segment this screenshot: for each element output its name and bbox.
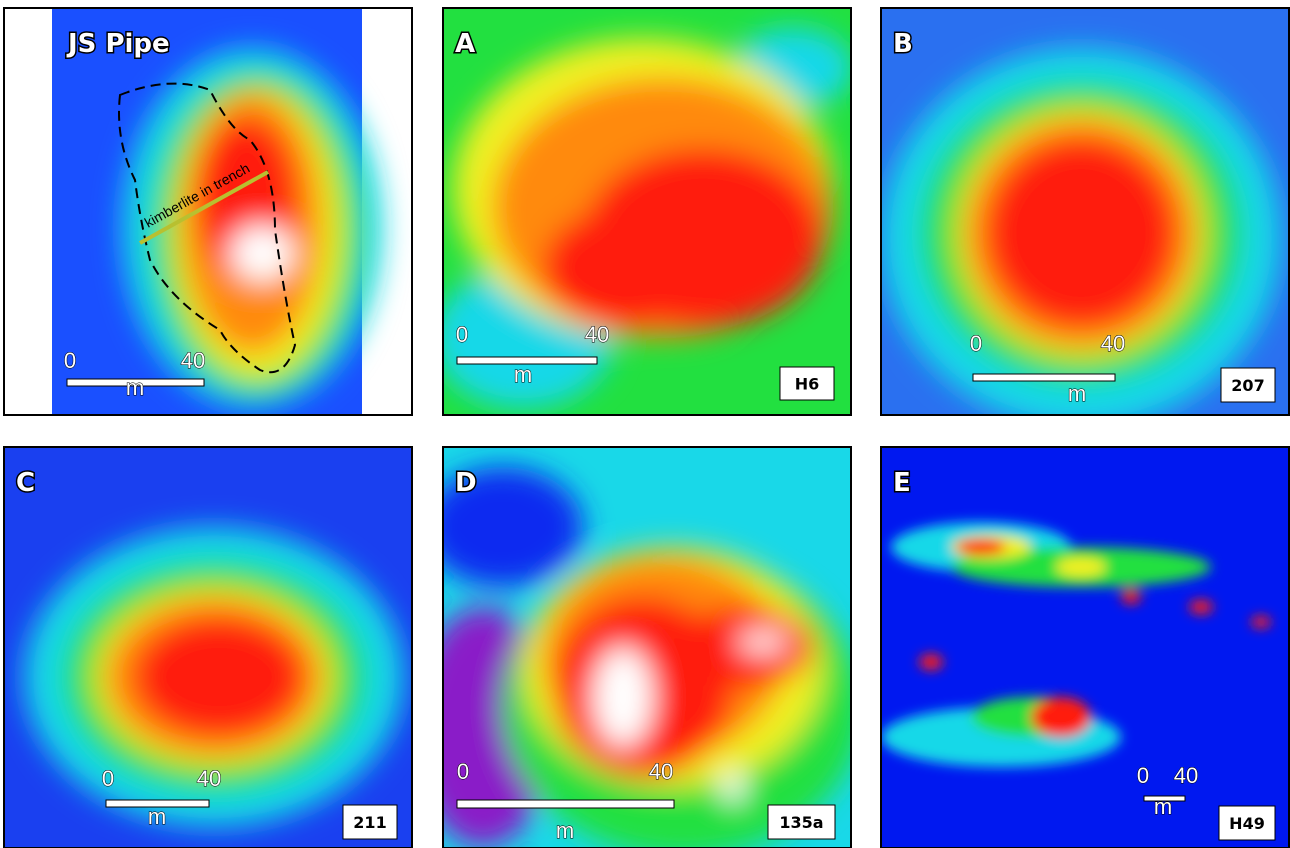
id-label: 211	[353, 813, 386, 832]
panel: B 0 40 m 207	[881, 8, 1289, 428]
blob	[738, 632, 788, 652]
blob	[721, 772, 745, 802]
scale-end: 40	[181, 348, 205, 373]
scale-unit: m	[514, 362, 532, 387]
heatmap	[52, 8, 382, 415]
panel-label: C	[16, 468, 35, 498]
blob	[919, 654, 943, 670]
scale-unit: m	[1154, 794, 1172, 819]
blob	[956, 539, 1006, 555]
scale-start: 0	[457, 759, 469, 784]
panel-label: D	[455, 468, 477, 498]
heatmap-bg	[881, 447, 1289, 848]
panel-label: A	[455, 29, 475, 59]
blob	[543, 208, 703, 328]
scale-unit: m	[126, 375, 144, 400]
scale-bar	[457, 800, 674, 808]
panel: A 0 40 m H6	[433, 8, 853, 415]
heatmap-blobs	[122, 48, 382, 408]
scale-start: 0	[970, 331, 982, 356]
heatmap	[413, 447, 863, 848]
scale-end: 40	[1101, 331, 1125, 356]
blob	[1031, 697, 1091, 737]
heatmap	[881, 447, 1289, 848]
scale-unit: m	[148, 804, 166, 829]
blob	[986, 138, 1176, 328]
id-label: H49	[1229, 814, 1265, 833]
scale-bar	[973, 374, 1115, 381]
panel-label: JS Pipe	[66, 29, 170, 59]
blob	[1121, 590, 1141, 604]
figure: kimberlite in trenchJS Pipe040mA040mH6B0…	[0, 0, 1290, 848]
heatmap	[433, 8, 853, 415]
panel-label: E	[893, 468, 911, 498]
blob	[593, 647, 653, 747]
panel: D 0 40 m 135a	[413, 447, 863, 848]
scale-start: 0	[456, 322, 468, 347]
scale-start: 0	[102, 766, 114, 791]
id-label: H6	[795, 375, 820, 394]
scale-unit: m	[556, 818, 574, 843]
panel-label: B	[893, 29, 913, 59]
blob	[1056, 557, 1106, 577]
id-label: 207	[1231, 376, 1264, 395]
panel: E 0 40m H49	[881, 447, 1289, 848]
scale-end: 40	[585, 322, 609, 347]
blob	[1189, 600, 1213, 614]
panel: C 0 40 m 211	[4, 447, 412, 848]
scale-end: 40	[649, 759, 673, 784]
id-label: 135a	[779, 813, 823, 832]
scale-end: 40	[1174, 763, 1198, 788]
scale-end: 40	[197, 766, 221, 791]
blob	[134, 617, 304, 737]
heatmap	[881, 8, 1289, 428]
blob	[1251, 616, 1271, 628]
scale-start: 0	[1137, 763, 1149, 788]
scale-start: 0	[64, 348, 76, 373]
scale-unit: m	[1068, 381, 1086, 406]
blob	[423, 467, 583, 587]
blob	[230, 225, 294, 281]
